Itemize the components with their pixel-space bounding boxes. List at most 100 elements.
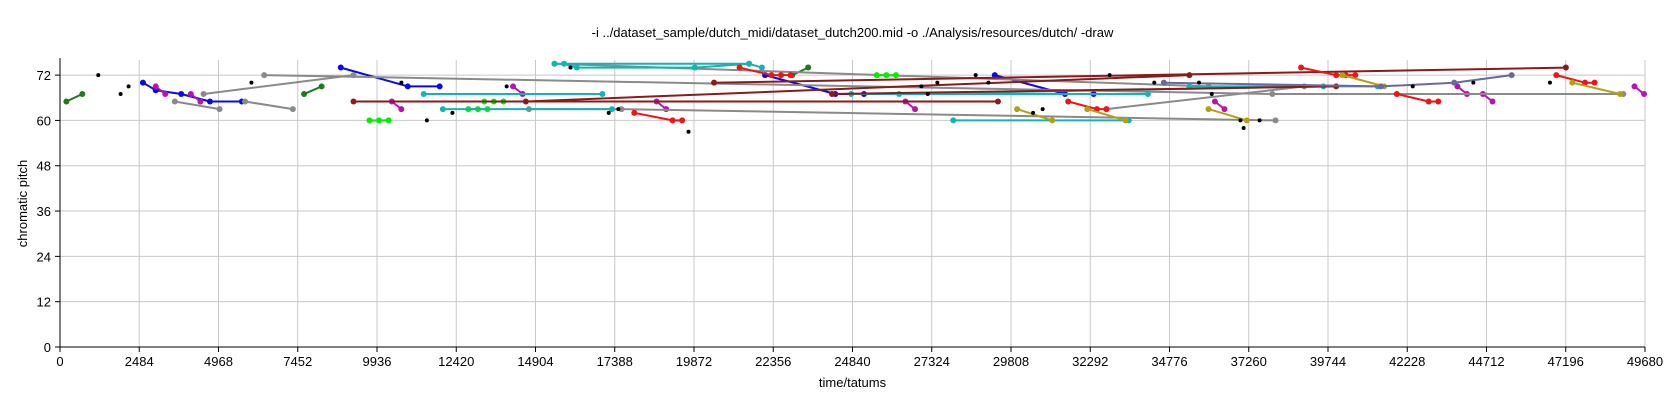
data-point — [376, 117, 383, 124]
series-group — [171, 98, 223, 113]
x-tick-label: 2484 — [125, 354, 154, 369]
isolated-note-point — [616, 107, 621, 112]
x-tick-label: 22356 — [755, 354, 791, 369]
series-group — [736, 64, 794, 79]
y-tick-label: 36 — [37, 204, 51, 219]
data-point — [178, 90, 185, 97]
series-group — [350, 98, 1001, 105]
isolated-note-point — [1410, 84, 1415, 89]
data-point — [301, 90, 308, 97]
data-point — [912, 106, 919, 113]
data-point — [746, 60, 753, 67]
y-tick-label: 24 — [37, 249, 51, 264]
x-tick-label: 39744 — [1310, 354, 1346, 369]
data-point — [171, 98, 178, 105]
y-tick-label: 12 — [37, 295, 51, 310]
data-point — [420, 90, 427, 97]
data-point — [289, 106, 296, 113]
data-point — [1221, 106, 1228, 113]
data-point — [162, 90, 169, 97]
data-point — [152, 83, 159, 90]
x-tick-label: 47196 — [1548, 354, 1584, 369]
x-tick-label: 7452 — [283, 354, 312, 369]
x-tick-label: 42228 — [1389, 354, 1425, 369]
data-point — [1122, 117, 1129, 124]
data-point — [1272, 117, 1279, 124]
series-group — [420, 90, 606, 97]
data-point — [350, 98, 357, 105]
data-point — [1298, 64, 1305, 71]
series-group — [1553, 72, 1598, 86]
data-point — [1591, 79, 1598, 86]
series-group — [242, 98, 296, 113]
series-line — [525, 74, 1190, 103]
series-group — [1160, 72, 1515, 90]
isolated-note-point — [986, 80, 991, 85]
isolated-note-point — [925, 91, 930, 96]
y-tick-label: 0 — [44, 340, 51, 355]
x-tick-label: 44712 — [1468, 354, 1504, 369]
series-line — [1396, 93, 1439, 103]
series-group — [902, 98, 919, 113]
isolated-note-point — [1196, 80, 1201, 85]
data-point — [385, 117, 392, 124]
data-point — [398, 106, 405, 113]
isolated-note-point — [1040, 107, 1045, 112]
series-line — [1016, 108, 1053, 122]
data-point — [1333, 72, 1340, 79]
isolated-note-point — [1471, 80, 1476, 85]
series-line — [1087, 108, 1126, 122]
data-point — [1451, 79, 1458, 86]
isolated-note-point — [450, 110, 455, 115]
data-point — [1489, 98, 1496, 105]
data-point — [436, 83, 443, 90]
isolated-note-point — [919, 84, 924, 89]
isolated-note-point — [399, 80, 404, 85]
series-line — [1556, 74, 1595, 84]
isolated-note-point — [1238, 118, 1243, 123]
x-tick-label: 27324 — [914, 354, 950, 369]
isolated-note-point — [1257, 118, 1262, 123]
data-point — [787, 72, 794, 79]
x-tick-label: 37260 — [1231, 354, 1267, 369]
isolated-note-point — [249, 80, 254, 85]
series-line — [303, 85, 322, 95]
data-point — [1631, 83, 1638, 90]
data-point — [778, 72, 785, 79]
y-tick-label: 48 — [37, 159, 51, 174]
x-tick-label: 32292 — [1072, 354, 1108, 369]
data-point — [261, 72, 268, 79]
data-point — [139, 79, 146, 86]
series-group — [187, 90, 204, 105]
data-point — [829, 90, 836, 97]
data-point — [1339, 72, 1346, 79]
data-point — [1144, 90, 1151, 97]
data-point — [1377, 83, 1384, 90]
series-group — [631, 109, 686, 124]
x-tick-label: 4968 — [204, 354, 233, 369]
isolated-note-point — [1107, 73, 1112, 78]
x-tick-label: 24840 — [834, 354, 870, 369]
data-point — [950, 117, 957, 124]
data-point — [439, 106, 446, 113]
series-line — [1106, 85, 1305, 111]
data-point — [599, 90, 606, 97]
data-point — [1562, 64, 1569, 71]
data-point — [711, 79, 718, 86]
isolated-note-point — [606, 110, 611, 115]
data-point — [216, 106, 223, 113]
data-point — [618, 106, 625, 113]
x-tick-label: 0 — [56, 354, 63, 369]
data-point — [366, 117, 373, 124]
data-point — [1435, 98, 1442, 105]
isolated-note-point — [1547, 80, 1552, 85]
isolated-note-point — [1031, 110, 1036, 115]
series-group — [711, 64, 1569, 86]
series-group — [1014, 106, 1056, 124]
data-point — [691, 64, 698, 71]
data-point — [522, 98, 529, 105]
series-line — [713, 66, 1566, 84]
series-group — [366, 117, 392, 124]
data-point — [404, 83, 411, 90]
